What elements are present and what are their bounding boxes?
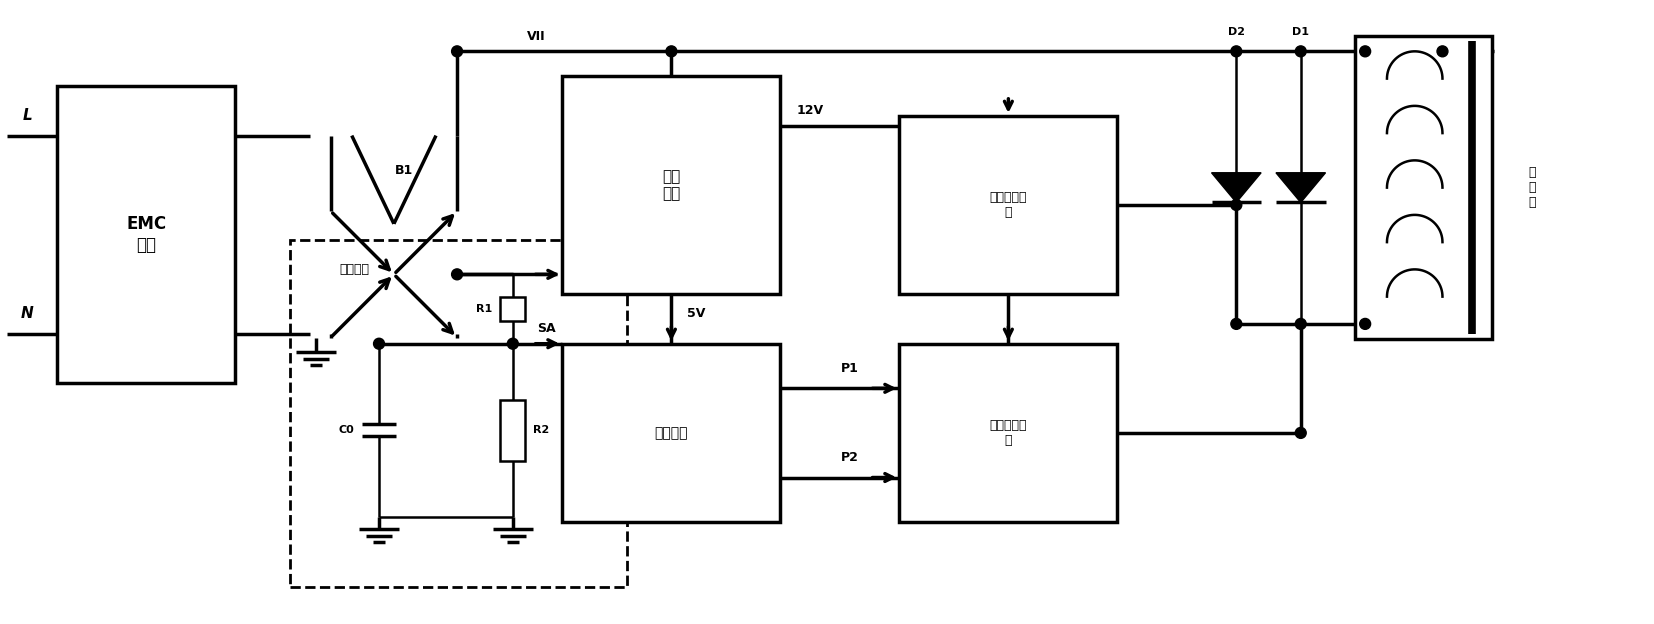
Bar xyxy=(56,86,235,383)
Circle shape xyxy=(1231,200,1242,210)
Circle shape xyxy=(452,269,463,280)
Circle shape xyxy=(1360,46,1371,57)
Text: SA: SA xyxy=(538,323,556,335)
Text: 电源
电路: 电源 电路 xyxy=(662,169,680,202)
Text: C0: C0 xyxy=(337,426,354,436)
Text: 第二驱动电
路: 第二驱动电 路 xyxy=(989,419,1027,447)
Text: 电
磁
铁: 电 磁 铁 xyxy=(1528,166,1535,209)
Text: 5V: 5V xyxy=(686,308,705,321)
Circle shape xyxy=(667,46,676,57)
Text: P1: P1 xyxy=(840,362,858,375)
Bar xyxy=(501,400,526,461)
Text: 控制电路: 控制电路 xyxy=(655,426,688,440)
Circle shape xyxy=(1231,46,1242,57)
Bar xyxy=(562,76,781,294)
Bar xyxy=(1355,36,1492,339)
Bar xyxy=(900,116,1118,294)
Circle shape xyxy=(1295,427,1307,439)
Text: R2: R2 xyxy=(533,426,549,436)
Text: R1: R1 xyxy=(476,304,493,314)
Polygon shape xyxy=(1275,173,1325,202)
Circle shape xyxy=(1295,46,1307,57)
Text: 第一驱动电
路: 第一驱动电 路 xyxy=(989,191,1027,219)
Text: B1: B1 xyxy=(395,163,414,177)
Circle shape xyxy=(452,46,463,57)
Bar xyxy=(562,344,781,522)
Text: L: L xyxy=(22,108,31,124)
Circle shape xyxy=(508,338,518,349)
Circle shape xyxy=(1437,46,1447,57)
Text: D2: D2 xyxy=(1227,26,1245,37)
Text: N: N xyxy=(22,306,33,321)
Circle shape xyxy=(374,338,384,349)
Bar xyxy=(501,297,526,321)
Circle shape xyxy=(1360,318,1371,329)
Polygon shape xyxy=(1211,173,1260,202)
Circle shape xyxy=(1231,318,1242,329)
Text: EMC
电路: EMC 电路 xyxy=(126,215,165,254)
Text: VII: VII xyxy=(528,30,546,43)
Circle shape xyxy=(1295,318,1307,329)
Bar xyxy=(289,240,627,587)
Bar xyxy=(900,344,1118,522)
Text: P2: P2 xyxy=(840,451,858,464)
Text: D1: D1 xyxy=(1292,26,1310,37)
Text: 采样电路: 采样电路 xyxy=(339,263,369,276)
Text: 12V: 12V xyxy=(797,104,824,117)
